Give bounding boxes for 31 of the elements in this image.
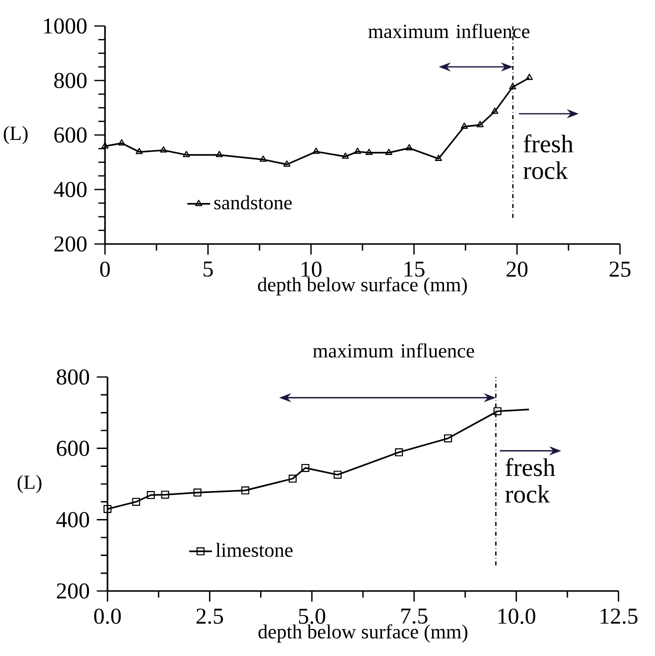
y-tick-label: 800 <box>56 369 90 385</box>
y-tick-label: 600 <box>56 440 90 456</box>
x-axis-title: depth below surface (mm) <box>258 277 467 296</box>
y-tick-label: 400 <box>56 512 90 528</box>
x-tick-label: 12.5 <box>600 608 638 624</box>
y-tick-label: 400 <box>54 182 87 198</box>
x-tick-label: 0 <box>100 262 110 277</box>
x-tick-label: 15 <box>404 262 424 277</box>
y-tick-label: 200 <box>54 236 87 252</box>
x-tick-label: 7.5 <box>401 608 428 624</box>
y-tick-label: 200 <box>56 583 90 599</box>
y-tick-label: 600 <box>54 127 87 143</box>
x-tick-label: 20 <box>506 262 528 277</box>
annotation: fresh rock <box>523 134 574 180</box>
legend-label: sandstone <box>214 195 292 210</box>
y-axis-title: (L) <box>4 126 28 144</box>
y-axis-title: (L) <box>18 474 42 494</box>
legend-label: limestone <box>216 542 293 557</box>
x-tick-label: 0.0 <box>94 608 121 624</box>
x-tick-label: 2.5 <box>196 608 223 624</box>
x-tick-label: 5 <box>204 262 213 277</box>
annotation: fresh rock <box>505 458 556 503</box>
y-tick-label: 800 <box>54 72 87 88</box>
x-tick-label: 10.0 <box>498 608 536 624</box>
y-tick-label: 1000 <box>44 18 87 34</box>
annotation: maximum influence <box>368 24 530 38</box>
x-axis-title: depth below surface (mm) <box>258 624 468 643</box>
x-tick-label: 25 <box>610 262 630 277</box>
x-tick-label: 5.0 <box>299 608 326 624</box>
text: maximum influence <box>312 343 474 358</box>
x-tick-label: 10 <box>302 262 322 277</box>
